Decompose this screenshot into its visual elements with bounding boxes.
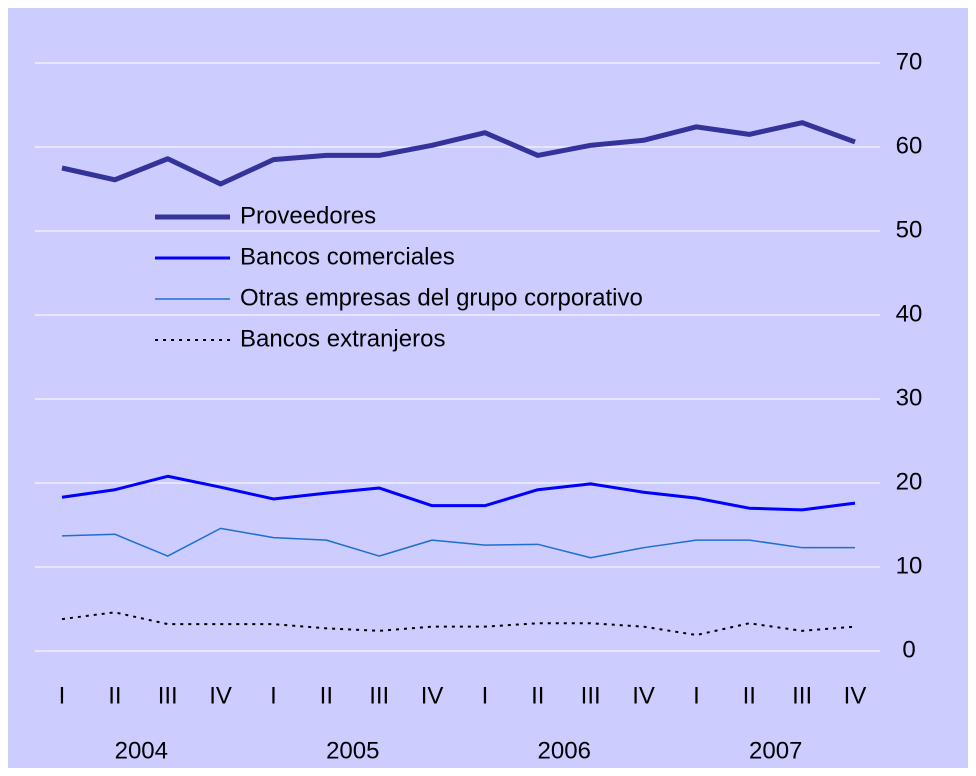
x-tick-label: I (482, 682, 489, 709)
x-tick-label: I (693, 682, 700, 709)
y-tick-label: 10 (896, 552, 923, 579)
y-tick-label: 70 (896, 48, 923, 75)
x-tick-label: IV (421, 682, 444, 709)
x-tick-label: I (59, 682, 66, 709)
x-tick-label: IV (844, 682, 867, 709)
x-tick-label: IV (209, 682, 232, 709)
year-label: 2006 (538, 737, 591, 764)
year-label: 2004 (115, 737, 168, 764)
x-tick-label: IV (632, 682, 655, 709)
series-line (61, 527, 855, 559)
y-tick-label: 40 (896, 300, 923, 327)
x-tick-label: I (270, 682, 277, 709)
plot-background (8, 8, 968, 768)
y-tick-label: 20 (896, 468, 923, 495)
x-tick-label: II (531, 682, 544, 709)
legend-label: Otras empresas del grupo corporativo (240, 284, 643, 311)
y-tick-label: 60 (896, 132, 923, 159)
x-tick-label: III (369, 682, 389, 709)
x-tick-label: II (320, 682, 333, 709)
x-tick-label: III (158, 682, 178, 709)
legend-label: Bancos comerciales (240, 243, 455, 270)
y-tick-label: 0 (902, 636, 915, 663)
series-line (61, 120, 856, 187)
x-tick-label: II (108, 682, 121, 709)
y-tick-label: 30 (896, 384, 923, 411)
year-label: 2005 (326, 737, 379, 764)
x-tick-label: III (792, 682, 812, 709)
year-label: 2007 (749, 737, 802, 764)
y-tick-label: 50 (896, 216, 923, 243)
x-tick-label: II (743, 682, 756, 709)
x-tick-label: III (581, 682, 601, 709)
legend-label: Bancos extranjeros (240, 325, 445, 352)
legend-label: Proveedores (240, 202, 376, 229)
series-line (61, 474, 856, 512)
series-line (61, 611, 856, 637)
